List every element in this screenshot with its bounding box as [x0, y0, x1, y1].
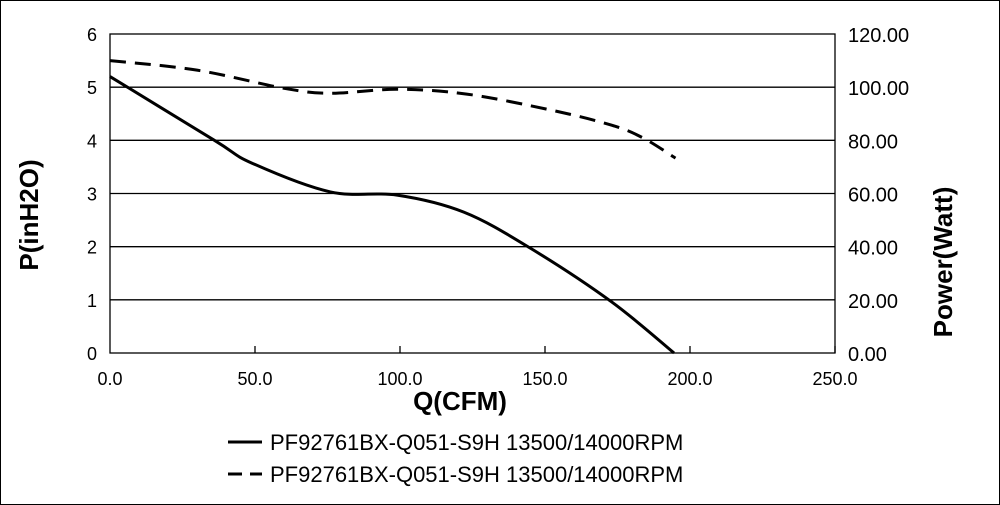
y2-tick-label: 80.00 [848, 131, 898, 153]
y-tick-label: 4 [87, 131, 97, 151]
y2-ticks: 0.00 20.00 40.00 60.00 80.00 100.00 120.00 [848, 25, 909, 366]
legend-label-power: PF92761BX-Q051-S9H 13500/14000RPM [270, 462, 683, 487]
power-curve [109, 59, 677, 160]
x-axis-title: Q(CFM) [413, 386, 507, 416]
y-axis-title: P(inH2O) [14, 159, 44, 270]
pressure-curve [109, 75, 676, 355]
y-tick-label: 2 [87, 238, 97, 258]
y2-tick-label: 0.00 [848, 344, 887, 366]
x-tick-label: 50.0 [237, 369, 272, 389]
y-tick-label: 0 [87, 344, 97, 364]
legend: PF92761BX-Q051-S9H 13500/14000RPM PF9276… [228, 430, 683, 487]
x-tick-label: 200.0 [667, 369, 712, 389]
y-tick-label: 5 [87, 78, 97, 98]
y2-tick-label: 60.00 [848, 185, 898, 207]
x-tick-label: 250.0 [812, 369, 857, 389]
x-tick-label: 100.0 [377, 369, 422, 389]
y2-tick-label: 120.00 [848, 25, 909, 47]
y2-tick-label: 40.00 [848, 238, 898, 260]
plot-area [109, 33, 836, 354]
y-tick-label: 6 [87, 25, 97, 45]
y2-tick-label: 100.00 [848, 78, 909, 100]
y-ticks: 0 1 2 3 4 5 6 [87, 25, 97, 364]
y2-axis-title: Power(Watt) [928, 187, 958, 338]
x-ticks: 0.0 50.0 100.0 150.0 200.0 250.0 [97, 346, 858, 389]
y-tick-label: 1 [87, 291, 97, 311]
series-lines [109, 59, 677, 355]
x-tick-label: 0.0 [97, 369, 122, 389]
legend-label-pressure: PF92761BX-Q051-S9H 13500/14000RPM [270, 430, 683, 455]
grid-lines [110, 86, 835, 301]
y2-tick-label: 20.00 [848, 291, 898, 313]
y-tick-label: 3 [87, 185, 97, 205]
x-tick-label: 150.0 [522, 369, 567, 389]
